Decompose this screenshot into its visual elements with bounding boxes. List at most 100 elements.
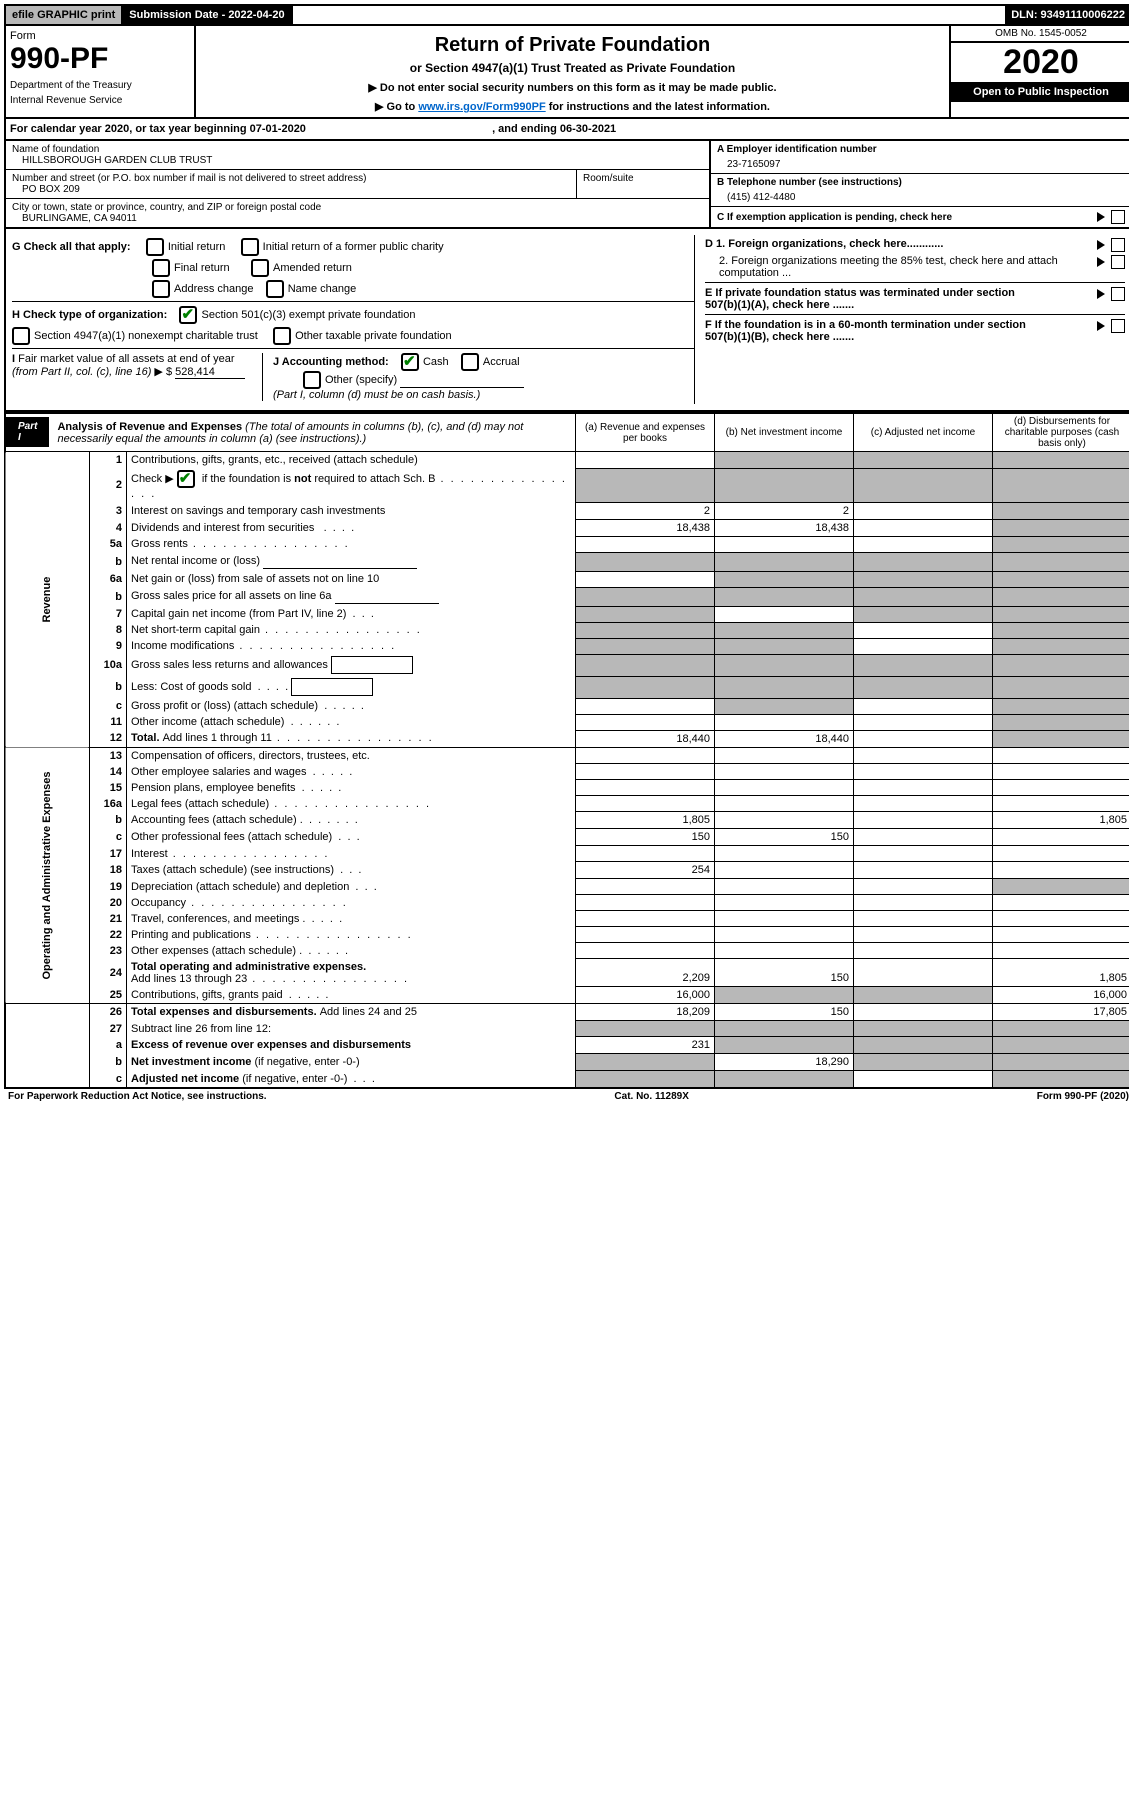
- table-row: 3Interest on savings and temporary cash …: [5, 502, 1129, 519]
- table-row: 9Income modifications: [5, 638, 1129, 654]
- d2-checkbox[interactable]: [1111, 255, 1125, 269]
- table-row: bLess: Cost of goods sold . . . .: [5, 676, 1129, 698]
- part-title: Analysis of Revenue and Expenses (The to…: [49, 417, 575, 449]
- addr-label: Number and street (or P.O. box number if…: [12, 173, 570, 184]
- name-label: Name of foundation: [12, 144, 703, 155]
- name-change-checkbox[interactable]: [266, 280, 284, 298]
- foundation-name: HILLSBOROUGH GARDEN CLUB TRUST: [12, 155, 703, 166]
- arrow-icon: [1097, 321, 1105, 331]
- table-row: 10aGross sales less returns and allowanc…: [5, 654, 1129, 676]
- table-row: 2 Check ▶ if the foundation is not requi…: [5, 468, 1129, 502]
- h-label: H Check type of organization:: [12, 309, 167, 321]
- city-label: City or town, state or province, country…: [12, 202, 703, 213]
- arrow-icon: [1097, 257, 1105, 267]
- expenses-side-label: Operating and Administrative Expenses: [5, 747, 90, 1004]
- other-method-checkbox[interactable]: [303, 371, 321, 389]
- tax-year: 2020: [951, 43, 1129, 82]
- final-return-checkbox[interactable]: [152, 259, 170, 277]
- form-subtitle: or Section 4947(a)(1) Trust Treated as P…: [200, 61, 945, 75]
- d1-checkbox[interactable]: [1111, 238, 1125, 252]
- table-row: Operating and Administrative Expenses 13…: [5, 747, 1129, 764]
- col-a-header: (a) Revenue and expenses per books: [576, 413, 715, 452]
- initial-former-checkbox[interactable]: [241, 238, 259, 256]
- open-public: Open to Public Inspection: [951, 82, 1129, 102]
- submission-date: Submission Date - 2022-04-20: [123, 6, 292, 24]
- table-row: bAccounting fees (attach schedule) . . .…: [5, 812, 1129, 829]
- address-change-checkbox[interactable]: [152, 280, 170, 298]
- net-rental-input[interactable]: [263, 554, 417, 569]
- table-row: 17Interest: [5, 846, 1129, 862]
- table-row: bGross sales price for all assets on lin…: [5, 587, 1129, 606]
- other-specify-input[interactable]: [400, 373, 524, 388]
- phone-label: B Telephone number (see instructions): [717, 177, 1125, 188]
- table-row: 15Pension plans, employee benefits . . .…: [5, 780, 1129, 796]
- fmv-value: 528,414: [175, 366, 245, 379]
- table-row: 26Total expenses and disbursements. Add …: [5, 1004, 1129, 1021]
- d1-label: D 1. Foreign organizations, check here..…: [705, 238, 943, 252]
- dln-label: DLN: 93491110006222: [1005, 6, 1129, 24]
- year-begin: 07-01-2020: [250, 123, 306, 135]
- 501c3-checkbox[interactable]: [179, 306, 197, 324]
- c-checkbox[interactable]: [1111, 210, 1125, 224]
- table-row: 5aGross rents: [5, 536, 1129, 552]
- page-footer: For Paperwork Reduction Act Notice, see …: [4, 1089, 1129, 1104]
- d2-label: 2. Foreign organizations meeting the 85%…: [705, 255, 1059, 279]
- arrow-icon: [1097, 212, 1105, 222]
- table-row: cOther professional fees (attach schedul…: [5, 829, 1129, 846]
- cash-checkbox[interactable]: [401, 353, 419, 371]
- other-taxable-checkbox[interactable]: [273, 327, 291, 345]
- entity-info: Name of foundation HILLSBOROUGH GARDEN C…: [4, 141, 1129, 229]
- amended-return-checkbox[interactable]: [251, 259, 269, 277]
- c-label: C If exemption application is pending, c…: [717, 212, 952, 223]
- arrow-icon: [1097, 289, 1105, 299]
- irs-link[interactable]: www.irs.gov/Form990PF: [418, 101, 545, 113]
- schb-checkbox[interactable]: [177, 470, 195, 488]
- arrow-icon: [1097, 240, 1105, 250]
- table-row: 4Dividends and interest from securities …: [5, 519, 1129, 536]
- table-row: cGross profit or (loss) (attach schedule…: [5, 698, 1129, 714]
- table-row: 16aLegal fees (attach schedule): [5, 796, 1129, 812]
- note-link: ▶ Go to www.irs.gov/Form990PF for instru…: [200, 100, 945, 113]
- table-row: 14Other employee salaries and wages . . …: [5, 764, 1129, 780]
- spacer: [293, 6, 1006, 24]
- table-row: bNet investment income (if negative, ent…: [5, 1054, 1129, 1071]
- table-row: 24Total operating and administrative exp…: [5, 959, 1129, 987]
- col-d-header: (d) Disbursements for charitable purpose…: [993, 413, 1129, 452]
- part1-table: Part I Analysis of Revenue and Expenses …: [4, 412, 1129, 1089]
- revenue-side-label: Revenue: [5, 452, 90, 748]
- table-row: Revenue 1Contributions, gifts, grants, e…: [5, 452, 1129, 469]
- table-row: 12Total. Add lines 1 through 11 18,44018…: [5, 730, 1129, 747]
- f-checkbox[interactable]: [1111, 319, 1125, 333]
- f-label: F If the foundation is in a 60-month ter…: [705, 319, 1045, 343]
- table-row: 19Depreciation (attach schedule) and dep…: [5, 879, 1129, 895]
- table-row: 20Occupancy: [5, 895, 1129, 911]
- ein-value: 23-7165097: [717, 155, 1125, 170]
- j-label: J Accounting method:: [273, 356, 389, 368]
- year-end: 06-30-2021: [560, 123, 616, 135]
- cogs-box[interactable]: [291, 678, 373, 696]
- 4947-checkbox[interactable]: [12, 327, 30, 345]
- paperwork-notice: For Paperwork Reduction Act Notice, see …: [8, 1091, 267, 1102]
- gross-sales-box[interactable]: [331, 656, 413, 674]
- e-checkbox[interactable]: [1111, 287, 1125, 301]
- calendar-year-row: For calendar year 2020, or tax year begi…: [4, 119, 1129, 141]
- accrual-checkbox[interactable]: [461, 353, 479, 371]
- initial-return-checkbox[interactable]: [146, 238, 164, 256]
- check-sections: G Check all that apply: Initial return I…: [4, 229, 1129, 412]
- dept-treasury: Department of the Treasury: [10, 80, 190, 91]
- form-label: Form: [10, 30, 190, 42]
- cat-no: Cat. No. 11289X: [614, 1091, 688, 1102]
- j-note: (Part I, column (d) must be on cash basi…: [273, 389, 480, 401]
- table-row: 21Travel, conferences, and meetings . . …: [5, 911, 1129, 927]
- city-state-zip: BURLINGAME, CA 94011: [12, 213, 703, 224]
- table-row: 27Subtract line 26 from line 12:: [5, 1021, 1129, 1037]
- phone-value: (415) 412-4480: [717, 188, 1125, 203]
- g-label: G Check all that apply:: [12, 241, 131, 253]
- form-header: Form 990-PF Department of the Treasury I…: [4, 26, 1129, 119]
- gross-sales-6a-input[interactable]: [335, 589, 439, 604]
- top-bar: efile GRAPHIC print Submission Date - 20…: [4, 4, 1129, 26]
- street-address: PO BOX 209: [12, 184, 570, 195]
- efile-label[interactable]: efile GRAPHIC print: [6, 6, 123, 24]
- table-row: 8Net short-term capital gain: [5, 622, 1129, 638]
- table-row: aExcess of revenue over expenses and dis…: [5, 1037, 1129, 1054]
